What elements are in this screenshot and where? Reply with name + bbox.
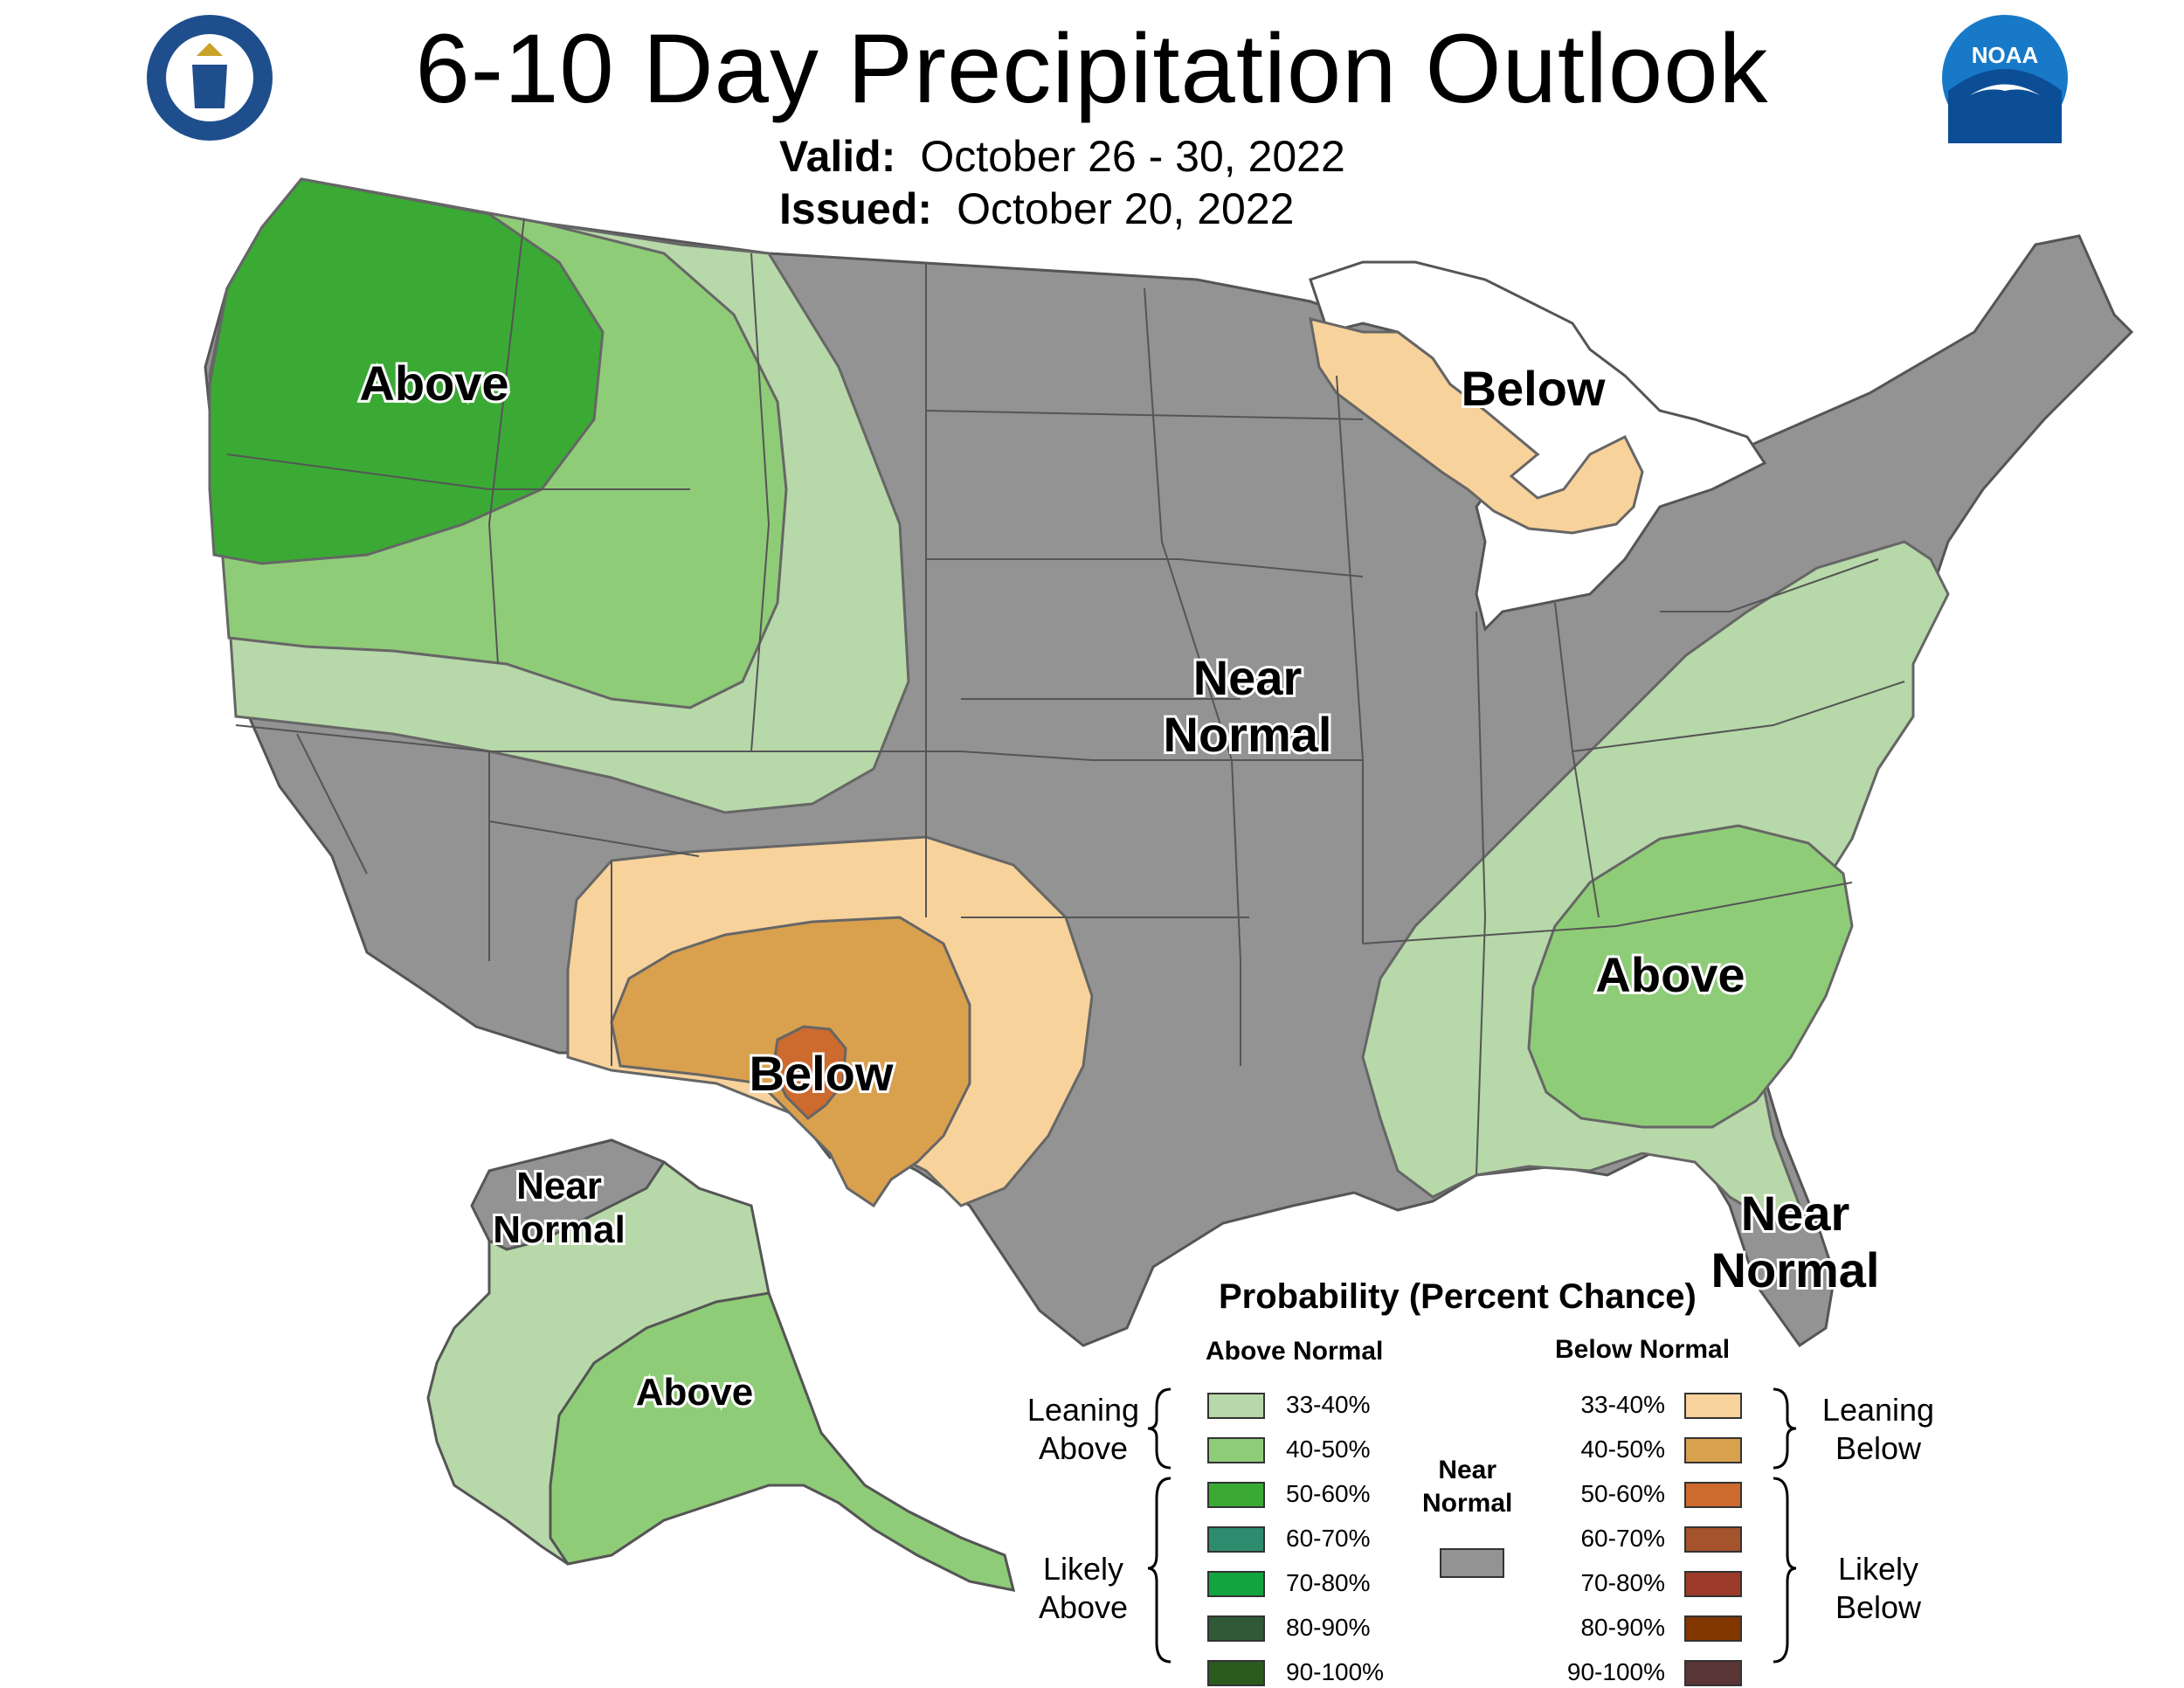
legend-below-swatch [1684, 1571, 1742, 1597]
legend-likely-below-label: Likely Below [1800, 1550, 1957, 1627]
legend-above-range: 50-60% [1286, 1480, 1371, 1507]
legend-below-swatch [1684, 1393, 1742, 1419]
leaning-above-line1: Leaning [1026, 1392, 1140, 1428]
legend-below-range: 40-50% [1580, 1435, 1665, 1463]
legend-above-range: 80-90% [1286, 1614, 1371, 1641]
northwest-50-60 [208, 177, 605, 565]
issued-value: October 20, 2022 [957, 184, 1295, 233]
legend-below-swatch [1684, 1526, 1742, 1553]
region-label-florida-near: Near [1741, 1186, 1850, 1241]
legend-above-range: 40-50% [1286, 1435, 1371, 1463]
leaning-below-line2: Below [1835, 1430, 1922, 1466]
legend-above-swatch [1207, 1660, 1265, 1686]
noaa-logo: NOAA [1942, 15, 2068, 143]
legend-above-range: 60-70% [1286, 1525, 1371, 1552]
legend-above-swatch [1207, 1571, 1265, 1597]
legend-braces [1147, 1387, 1797, 1664]
issued-date-row: Issued: October 20, 2022 [779, 183, 1294, 234]
page-title: 6-10 Day Precipitation Outlook [415, 14, 1769, 123]
alaska-near-normal [470, 1138, 667, 1251]
alaska-40-50 [549, 1291, 1016, 1592]
legend-above-swatch [1207, 1437, 1265, 1463]
legend-below-normal-header: Below Normal [1555, 1335, 1731, 1364]
legend-leaning-below-label: Leaning Below [1800, 1391, 1957, 1468]
legend-likely-above-label: Likely Above [1013, 1550, 1153, 1627]
issued-label: Issued: [779, 184, 933, 233]
southwest-50-60 [771, 1025, 847, 1120]
legend-below-range: 80-90% [1580, 1614, 1665, 1641]
legend-near-normal-label: Near Normal [1422, 1454, 1512, 1520]
department-of-commerce-seal [147, 15, 273, 141]
region-label-alaska-near: Near [516, 1165, 602, 1207]
legend-below-swatch [1684, 1615, 1742, 1642]
legend-above-range: 70-80% [1286, 1569, 1371, 1596]
valid-date-row: Valid: October 26 - 30, 2022 [779, 131, 1345, 182]
likely-below-line2: Below [1835, 1589, 1922, 1625]
legend-below-range: 33-40% [1580, 1391, 1665, 1418]
valid-value: October 26 - 30, 2022 [920, 132, 1345, 181]
legend-below-swatch [1684, 1437, 1742, 1463]
region-label-alaska-normal: Normal [493, 1208, 625, 1251]
legend-above-swatch [1207, 1526, 1265, 1553]
legend-below-range: 50-60% [1580, 1480, 1665, 1507]
state-borders [226, 218, 1905, 1176]
region-label-great-lakes-below: Below [1462, 361, 1606, 416]
great-lakes-leaning-below [1309, 316, 1644, 535]
region-label-central-near: Near [1193, 650, 1303, 705]
legend-near-normal-swatch [1440, 1548, 1504, 1578]
legend-leaning-above-label: Leaning Above [1013, 1391, 1153, 1468]
legend-title: Probability (Percent Chance) [1219, 1277, 1697, 1316]
valid-label: Valid: [779, 132, 896, 181]
likely-above-line1: Likely [1042, 1551, 1124, 1587]
legend-below-swatch [1684, 1482, 1742, 1508]
leaning-below-line1: Leaning [1821, 1392, 1935, 1428]
region-label-alaska-above: Above [636, 1371, 753, 1414]
likely-above-line2: Above [1038, 1589, 1129, 1625]
region-label-central-normal: Normal [1164, 707, 1332, 762]
noaa-logo-text: NOAA [1972, 42, 2039, 68]
near-normal-line1: Near [1438, 1456, 1497, 1484]
region-label-southeast-above: Above [1595, 947, 1745, 1002]
region-label-northwest-above: Above [359, 356, 508, 411]
legend-below-range: 90-100% [1566, 1658, 1665, 1685]
legend-below-range: 60-70% [1580, 1525, 1665, 1552]
legend-below-range: 70-80% [1580, 1569, 1665, 1596]
leaning-above-line2: Above [1038, 1430, 1129, 1466]
legend-below-swatch [1684, 1660, 1742, 1686]
region-label-florida-normal: Normal [1711, 1242, 1880, 1297]
legend-above-normal-header: Above Normal [1206, 1337, 1384, 1366]
legend-above-range: 90-100% [1286, 1658, 1385, 1685]
legend-above-swatch [1207, 1615, 1265, 1642]
legend-above-swatch [1207, 1482, 1265, 1508]
near-normal-line2: Normal [1422, 1489, 1513, 1518]
likely-below-line1: Likely [1837, 1551, 1919, 1587]
region-label-southwest-below: Below [750, 1046, 894, 1101]
legend-above-swatch [1207, 1393, 1265, 1419]
legend-above-range: 33-40% [1286, 1391, 1371, 1418]
southeast-40-50 [1527, 824, 1854, 1129]
